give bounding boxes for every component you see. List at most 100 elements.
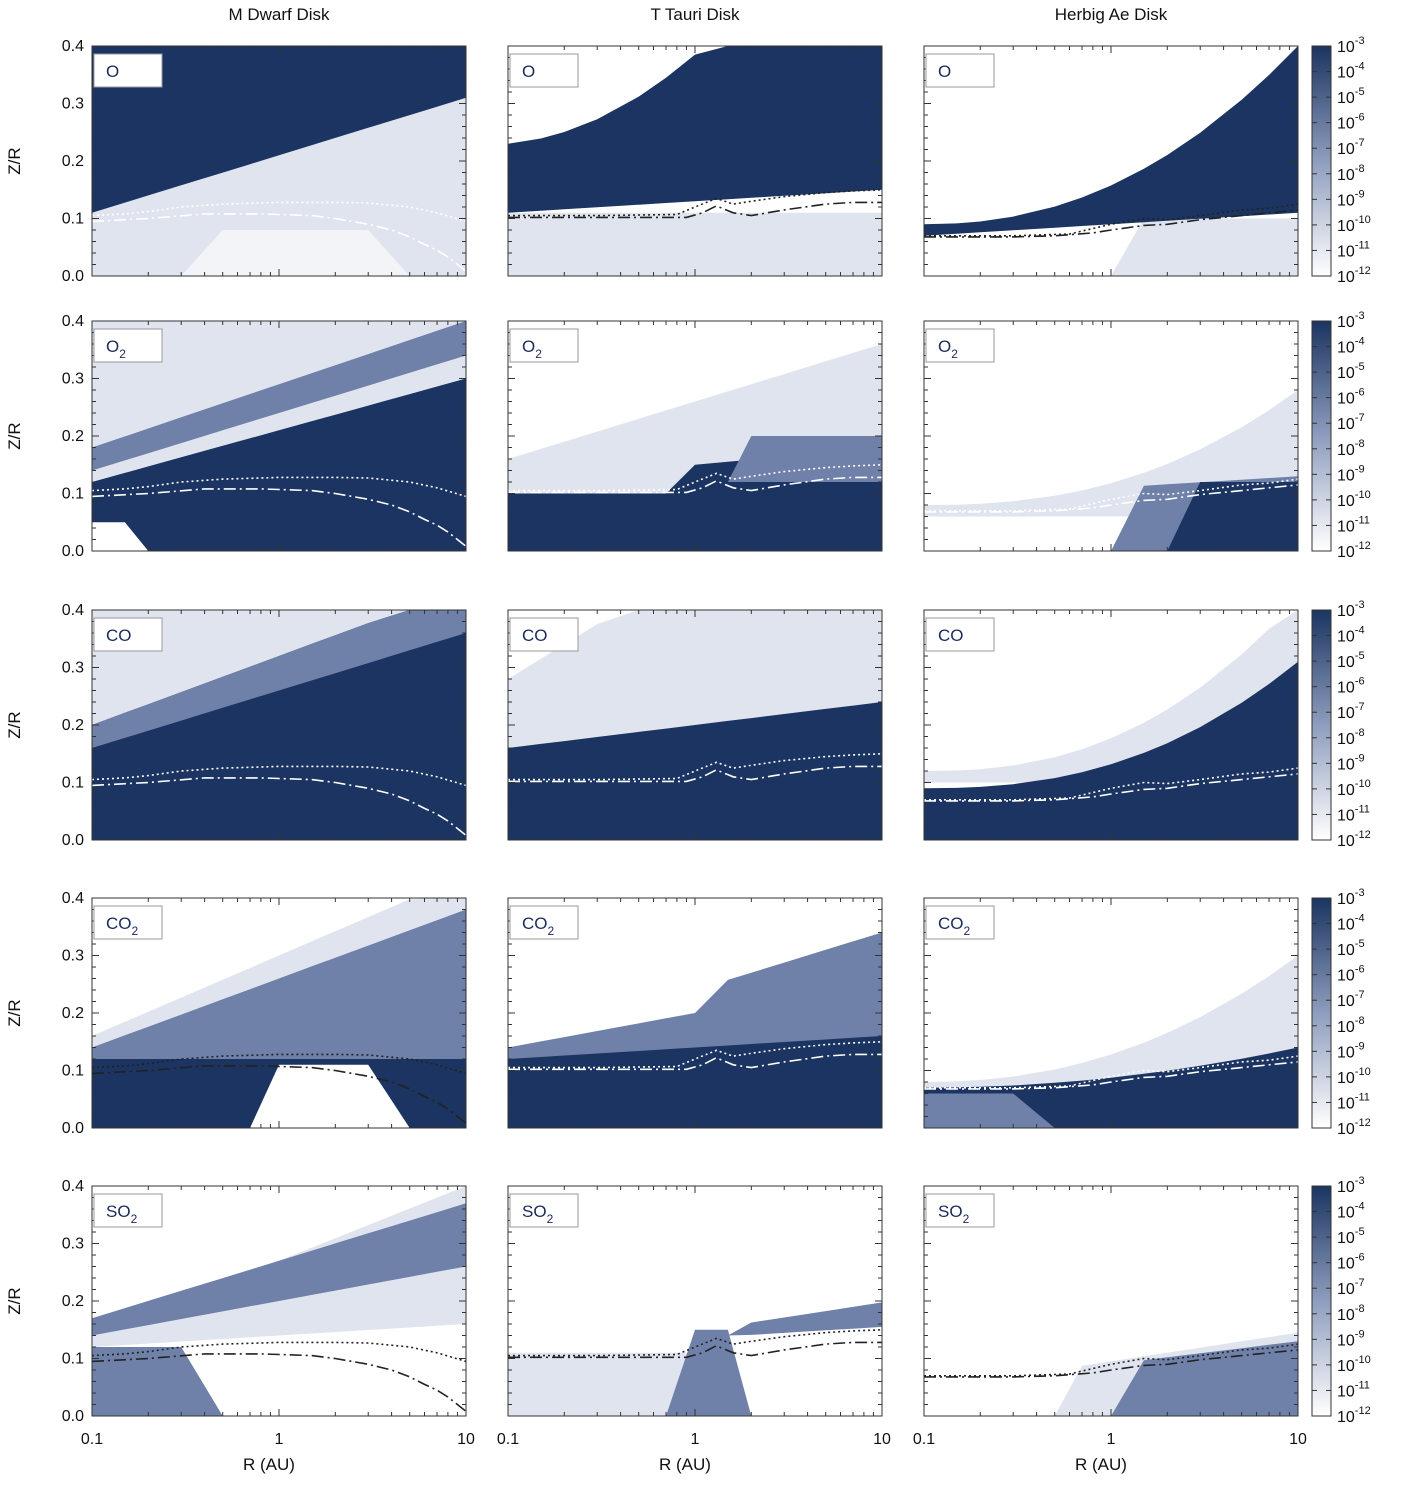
colorbar-tick-label: 10-8 <box>1337 438 1365 459</box>
dashdot-boundary-line <box>924 484 1298 513</box>
dashdot-boundary-line <box>924 1349 1298 1378</box>
colorbar-tick-label: 10-10 <box>1337 489 1371 510</box>
species-label: CO2 <box>938 914 971 938</box>
y-tick-label: 0.1 <box>62 211 84 228</box>
y-tick-label: 0.0 <box>62 1120 84 1137</box>
dashdot-boundary-line <box>508 476 882 494</box>
species-label: O2 <box>938 337 958 361</box>
colorbar-tick-label: 10-3 <box>1337 35 1365 56</box>
panel: 0.1 1 10 R (AU) SO2 <box>497 1185 891 1474</box>
y-tick-label: 0.3 <box>62 96 84 113</box>
abundance-region <box>92 1064 466 1128</box>
x-tick-label: 1 <box>275 1431 284 1448</box>
y-tick-label: 0.4 <box>62 602 84 619</box>
y-tick-label: 0.0 <box>62 1408 84 1425</box>
species-label-box <box>93 328 163 363</box>
dashdot-boundary-line <box>508 1053 882 1071</box>
colorbar-tick-label: 10-6 <box>1337 676 1365 697</box>
colorbar-tick-label: 10-7 <box>1337 1277 1365 1298</box>
y-tick-label: 0.0 <box>62 832 84 849</box>
y-tick-label: 0.3 <box>62 371 84 388</box>
colorbar-tick-label: 10-12 <box>1337 829 1371 850</box>
colorbar-tick-label: 10-5 <box>1337 1226 1365 1247</box>
colorbar-tick-label: 10-3 <box>1337 310 1365 331</box>
species-label: CO <box>938 626 964 645</box>
abundance-region <box>924 955 1298 1094</box>
species-label-box <box>93 53 163 88</box>
species-label: O2 <box>106 337 126 361</box>
species-label-box <box>925 53 995 88</box>
colorbar-tick-label: 10-7 <box>1337 701 1365 722</box>
abundance-region <box>92 522 466 551</box>
abundance-region <box>508 702 882 840</box>
colorbar-tick-label: 10-9 <box>1337 188 1365 209</box>
abundance-region <box>924 482 1298 551</box>
y-tick-label: 0.4 <box>62 1178 84 1195</box>
y-axis-label: Z/R <box>5 147 24 174</box>
panel: O2 <box>507 320 883 552</box>
colorbar-tick-label: 10-6 <box>1337 964 1365 985</box>
y-tick-label: 0.1 <box>62 1063 84 1080</box>
panel: 0.0 0.1 0.2 0.3 0.4 Z/R CO2 <box>5 890 467 1137</box>
panel: 0.0 0.1 0.2 0.3 0.4 Z/R CO <box>5 602 467 849</box>
colorbar-tick-label: 10-12 <box>1337 265 1371 286</box>
y-axis-label: Z/R <box>5 422 24 449</box>
colorbar: 10-3 10-4 10-5 10-6 10-7 10-8 10-9 10-10 10-11 10… <box>1311 887 1371 1138</box>
y-tick-label: 0.2 <box>62 717 84 734</box>
colorbar-tick-label: 10-6 <box>1337 387 1365 408</box>
colorbar-tick-label: 10-11 <box>1337 514 1370 535</box>
species-label-box <box>925 905 995 940</box>
colorbars: 10-3 10-4 10-5 10-6 10-7 10-8 10-9 10-10 10-11 10… <box>1311 35 1371 1426</box>
species-label: CO <box>106 626 132 645</box>
abundance-region <box>924 1093 1298 1128</box>
x-tick-label: 10 <box>457 1431 475 1448</box>
colorbar: 10-3 10-4 10-5 10-6 10-7 10-8 10-9 10-10 10-11 10… <box>1311 1175 1371 1426</box>
colorbar-tick-label: 10-9 <box>1337 463 1365 484</box>
abundance-region <box>508 1302 882 1336</box>
colorbar-tick-label: 10-8 <box>1337 163 1365 184</box>
x-tick-label: 0.1 <box>81 1431 103 1448</box>
dashdot-boundary-line <box>508 1341 882 1359</box>
colorbar-tick-label: 10-5 <box>1337 650 1365 671</box>
x-tick-label: 1 <box>691 1431 700 1448</box>
y-tick-label: 0.2 <box>62 428 84 445</box>
colorbar-tick-label: 10-11 <box>1337 1379 1370 1400</box>
colorbar: 10-3 10-4 10-5 10-6 10-7 10-8 10-9 10-10 10-11 10… <box>1311 599 1371 850</box>
abundance-region <box>924 218 1298 276</box>
heatmap-field <box>92 321 466 551</box>
colorbar-tick-label: 10-4 <box>1337 336 1365 357</box>
x-tick-label: 10 <box>1289 1431 1307 1448</box>
abundance-region <box>508 932 882 1071</box>
dashdot-boundary-line <box>92 488 466 548</box>
species-label-box <box>93 617 163 652</box>
x-tick-label: 1 <box>1107 1431 1116 1448</box>
y-tick-label: 0.3 <box>62 660 84 677</box>
y-tick-label: 0.0 <box>62 268 84 285</box>
panel: 0.0 0.1 0.2 0.3 0.4 Z/R O <box>5 38 467 285</box>
y-tick-label: 0.4 <box>62 890 84 907</box>
y-axis-label: Z/R <box>5 711 24 738</box>
species-label: CO <box>522 626 548 645</box>
colorbar-tick-label: 10-4 <box>1337 625 1365 646</box>
heatmap-field <box>92 898 466 1128</box>
abundance-region <box>508 212 882 276</box>
panel: CO2 <box>507 897 883 1129</box>
colorbar-tick-label: 10-9 <box>1337 1328 1365 1349</box>
abundance-region <box>508 1329 882 1416</box>
colorbar-tick-label: 10-10 <box>1337 1354 1371 1375</box>
panel: CO2 <box>923 897 1299 1129</box>
panel: 0.1 1 10 R (AU) SO2 <box>913 1185 1307 1474</box>
colorbar-gradient <box>1311 609 1332 841</box>
dashdot-boundary-line <box>924 1061 1298 1090</box>
abundance-region <box>92 46 466 213</box>
colorbar-tick-label: 10-6 <box>1337 112 1365 133</box>
colorbar-tick-label: 10-11 <box>1337 803 1370 824</box>
abundance-region <box>508 1036 882 1128</box>
x-tick-label: 0.1 <box>913 1431 935 1448</box>
x-axis-label: R (AU) <box>1075 1455 1127 1474</box>
y-tick-label: 0.1 <box>62 775 84 792</box>
y-tick-label: 0.4 <box>62 313 84 330</box>
colorbar-tick-label: 10-5 <box>1337 361 1365 382</box>
panels: 0.0 0.1 0.2 0.3 0.4 Z/R O O O 0.0 0.1 0.2 0.3 0.4 Z/R O… <box>5 38 1307 1474</box>
x-axis-label: R (AU) <box>243 1455 295 1474</box>
